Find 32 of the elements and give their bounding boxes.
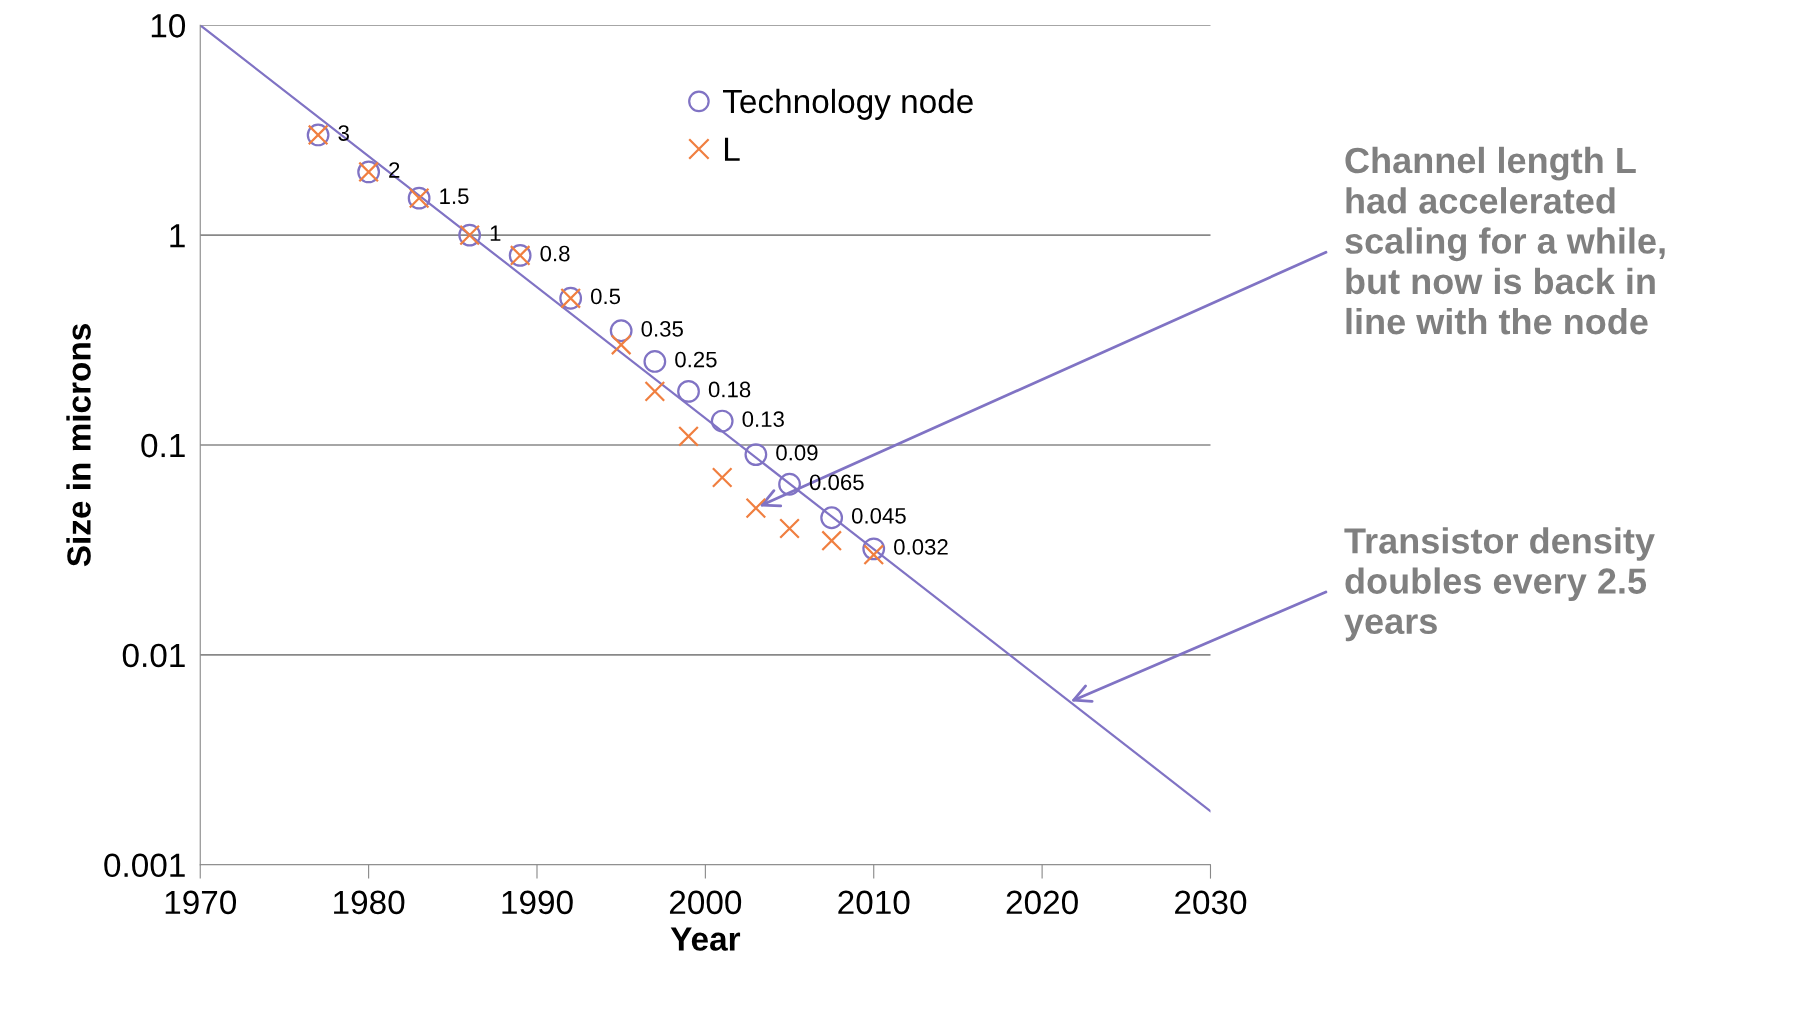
y-tick-label: 0.01 — [122, 643, 185, 668]
data-label: 0.13 — [742, 411, 784, 428]
y-axis-title: Size in microns — [66, 324, 91, 567]
legend-label: L — [724, 137, 740, 161]
y-tick-label: 1 — [170, 224, 185, 248]
y-tick-label: 0.001 — [104, 853, 185, 878]
x-tick-label: 1970 — [165, 890, 237, 915]
x-tick-label: 2010 — [838, 890, 910, 915]
data-label: 0.045 — [851, 507, 906, 524]
data-label: 0.09 — [776, 444, 818, 461]
x-axis-title: Year — [670, 927, 741, 951]
data-label: 1.5 — [440, 188, 469, 205]
data-label: 0.35 — [641, 321, 683, 337]
data-label: 0.25 — [675, 351, 717, 368]
data-label: 0.5 — [590, 288, 621, 305]
y-tick-label: 0.1 — [141, 433, 185, 458]
data-label: 3 — [338, 125, 349, 141]
x-tick-label: 1990 — [502, 890, 573, 915]
x-tick-label: 2020 — [1006, 890, 1078, 915]
x-tick-label: 2000 — [669, 890, 742, 915]
data-label: 0.032 — [894, 539, 948, 555]
data-label: 0.18 — [708, 381, 751, 398]
annotation: Channel length L had accelerated scaling for a while, but now is back in line with the node — [1345, 146, 1665, 335]
data-label: 0.8 — [540, 245, 570, 262]
data-label: 2 — [389, 162, 400, 178]
legend-label: Technology node — [723, 88, 973, 120]
x-tick-label: 1980 — [334, 890, 405, 915]
y-tick-label: 10 — [151, 14, 186, 38]
data-label: 1 — [490, 225, 501, 241]
x-tick-label: 2030 — [1175, 890, 1247, 915]
data-label: 0.065 — [809, 474, 864, 491]
annotation: Transistor density doubles every 2.5 years — [1344, 527, 1655, 642]
